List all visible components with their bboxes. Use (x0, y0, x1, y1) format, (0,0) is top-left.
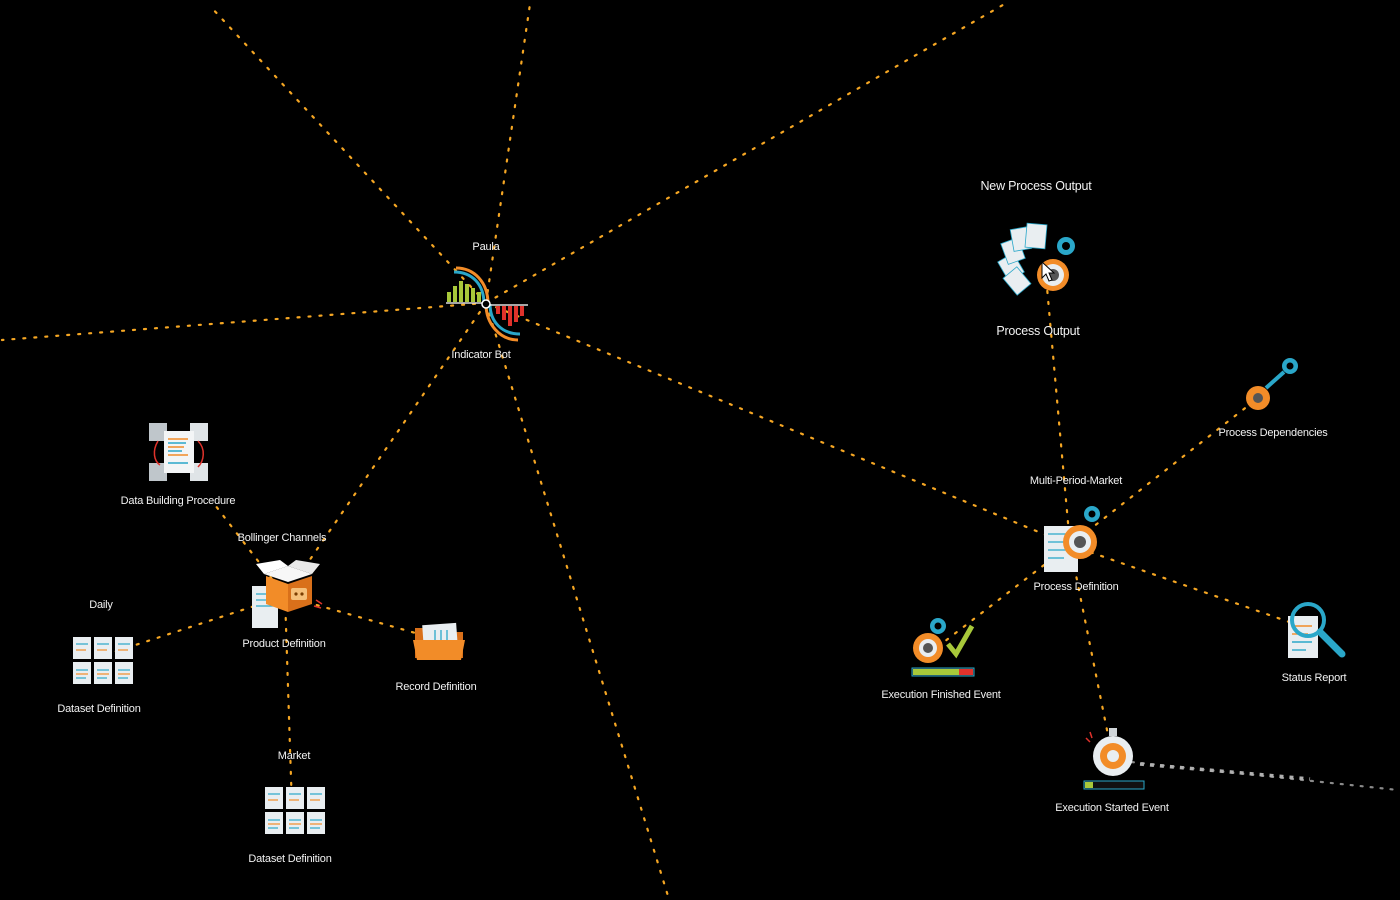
link-paula-left (0, 301, 488, 342)
link-paula-top (484, 2, 532, 305)
link-processdef-deps (1068, 396, 1260, 547)
link-bollinger-record (283, 594, 442, 642)
product-definition-icon (252, 560, 323, 628)
node-type-process-output: Process Output (996, 324, 1080, 338)
node-title-market: Market (277, 750, 311, 762)
process-definition-icon (1044, 506, 1100, 572)
node-type-record-definition: Record Definition (395, 681, 477, 693)
node-title-new-process-output: New Process Output (980, 179, 1092, 193)
indicator-bot-icon (446, 266, 528, 342)
node-title-paula: Paula (472, 241, 500, 253)
indicator-bot-node[interactable] (444, 262, 530, 346)
node-type-dataset-definition-daily: Dataset Definition (57, 703, 141, 715)
data-building-procedure-icon (149, 423, 208, 481)
process-output-node[interactable] (997, 222, 1082, 298)
node-title-multi-period-market: Multi-Period-Market (1029, 475, 1123, 487)
link-exec-started-gray-bold (1139, 762, 1311, 781)
process-definition-node[interactable] (1040, 502, 1104, 574)
node-type-process-definition: Process Definition (1033, 581, 1119, 593)
status-report-icon (1288, 602, 1346, 658)
link-processdef-exec-started (1068, 543, 1114, 757)
record-definition-icon (413, 622, 465, 660)
link-paula-process-def (484, 301, 1072, 547)
data-building-procedure-node[interactable] (148, 421, 210, 483)
execution-finished-event-node[interactable] (910, 616, 976, 678)
record-definition-node[interactable] (413, 622, 467, 662)
link-paula-bottom (484, 301, 670, 898)
link-exec-started-gray (1110, 758, 1400, 792)
dataset-definition-icon (73, 637, 133, 684)
process-dependencies-node[interactable] (1240, 352, 1304, 416)
link-paula-top-right (484, 0, 1010, 305)
execution-finished-event-icon (911, 618, 975, 677)
execution-started-event-icon (1083, 728, 1145, 790)
process-output-icon (997, 222, 1075, 296)
node-type-status-report: Status Report (1281, 672, 1347, 684)
node-type-process-dependencies: Process Dependencies (1218, 427, 1328, 439)
node-type-product-definition: Product Definition (242, 638, 326, 650)
dataset-definition-daily-node[interactable] (72, 636, 134, 686)
node-title-daily: Daily (89, 599, 113, 611)
dataset-definition-market-node[interactable] (264, 786, 326, 836)
execution-started-event-node[interactable] (1082, 726, 1146, 792)
link-processdef-output (1043, 263, 1072, 547)
node-type-data-building-procedure: Data Building Procedure (120, 495, 236, 507)
product-definition-node[interactable] (250, 560, 326, 632)
node-type-execution-finished-event: Execution Finished Event (881, 689, 1001, 701)
node-type-indicator-bot: Indicator Bot (451, 349, 511, 361)
node-type-dataset-definition-market: Dataset Definition (248, 853, 332, 865)
link-paula-bollinger (283, 301, 488, 598)
status-report-node[interactable] (1284, 600, 1350, 662)
process-dependencies-icon (1246, 358, 1298, 410)
dataset-definition-icon (265, 787, 325, 834)
link-bollinger-market (283, 594, 294, 810)
node-type-execution-started-event: Execution Started Event (1055, 802, 1169, 814)
link-paula-top-left (208, 4, 488, 305)
link-bollinger-data-building (213, 503, 287, 598)
node-title-bollinger-channels: Bollinger Channels (237, 532, 327, 544)
